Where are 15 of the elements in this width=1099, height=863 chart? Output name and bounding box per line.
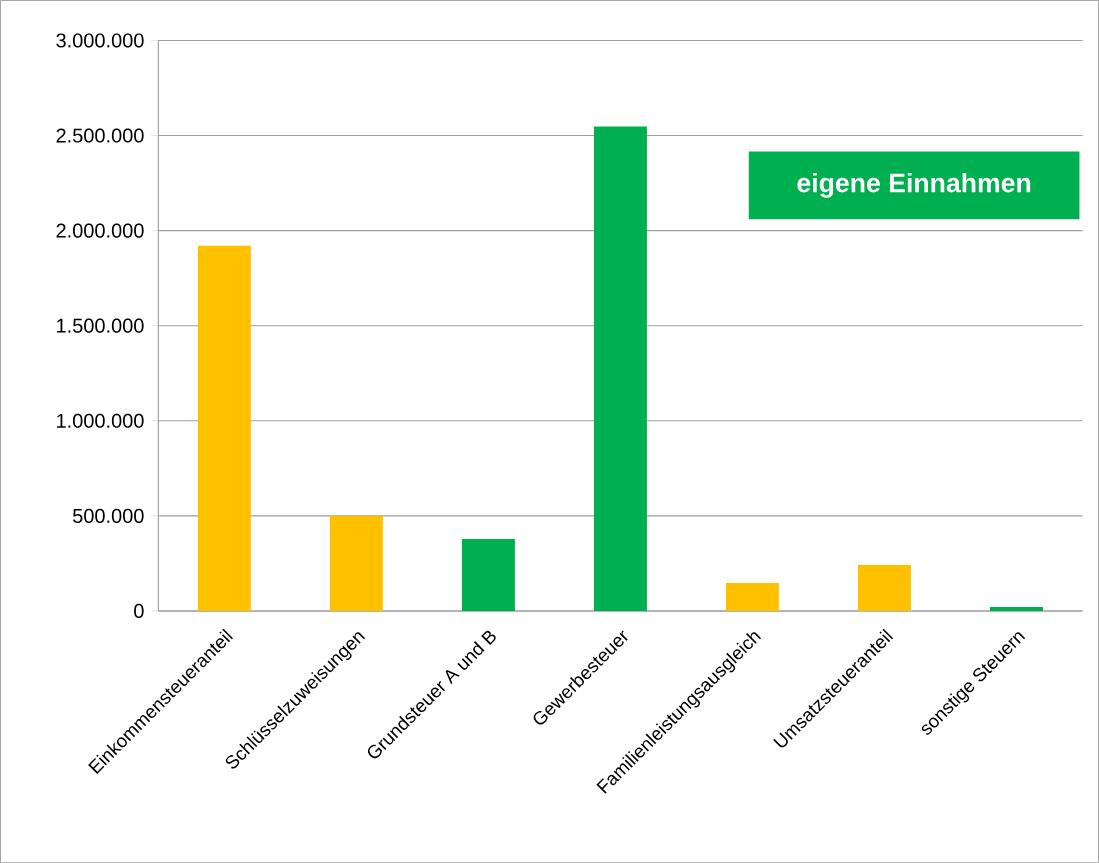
bar <box>593 126 647 611</box>
y-tick-label: 1.500.000 <box>57 318 144 333</box>
y-tick-label: 0 <box>134 603 144 618</box>
y-tick-label: 1.000.000 <box>57 413 144 428</box>
bar <box>858 564 911 611</box>
y-tick-label: 3.000.000 <box>56 33 144 48</box>
bar <box>461 538 515 611</box>
y-tick-label: 2.500.000 <box>56 128 144 143</box>
bar <box>725 582 779 611</box>
bar <box>197 245 251 611</box>
y-tick-label: 500.000 <box>73 508 144 523</box>
text: eigene Einnahmen <box>797 172 1031 198</box>
bar <box>329 515 383 611</box>
y-tick-label: 2.000.000 <box>56 223 144 238</box>
bar <box>990 606 1043 611</box>
